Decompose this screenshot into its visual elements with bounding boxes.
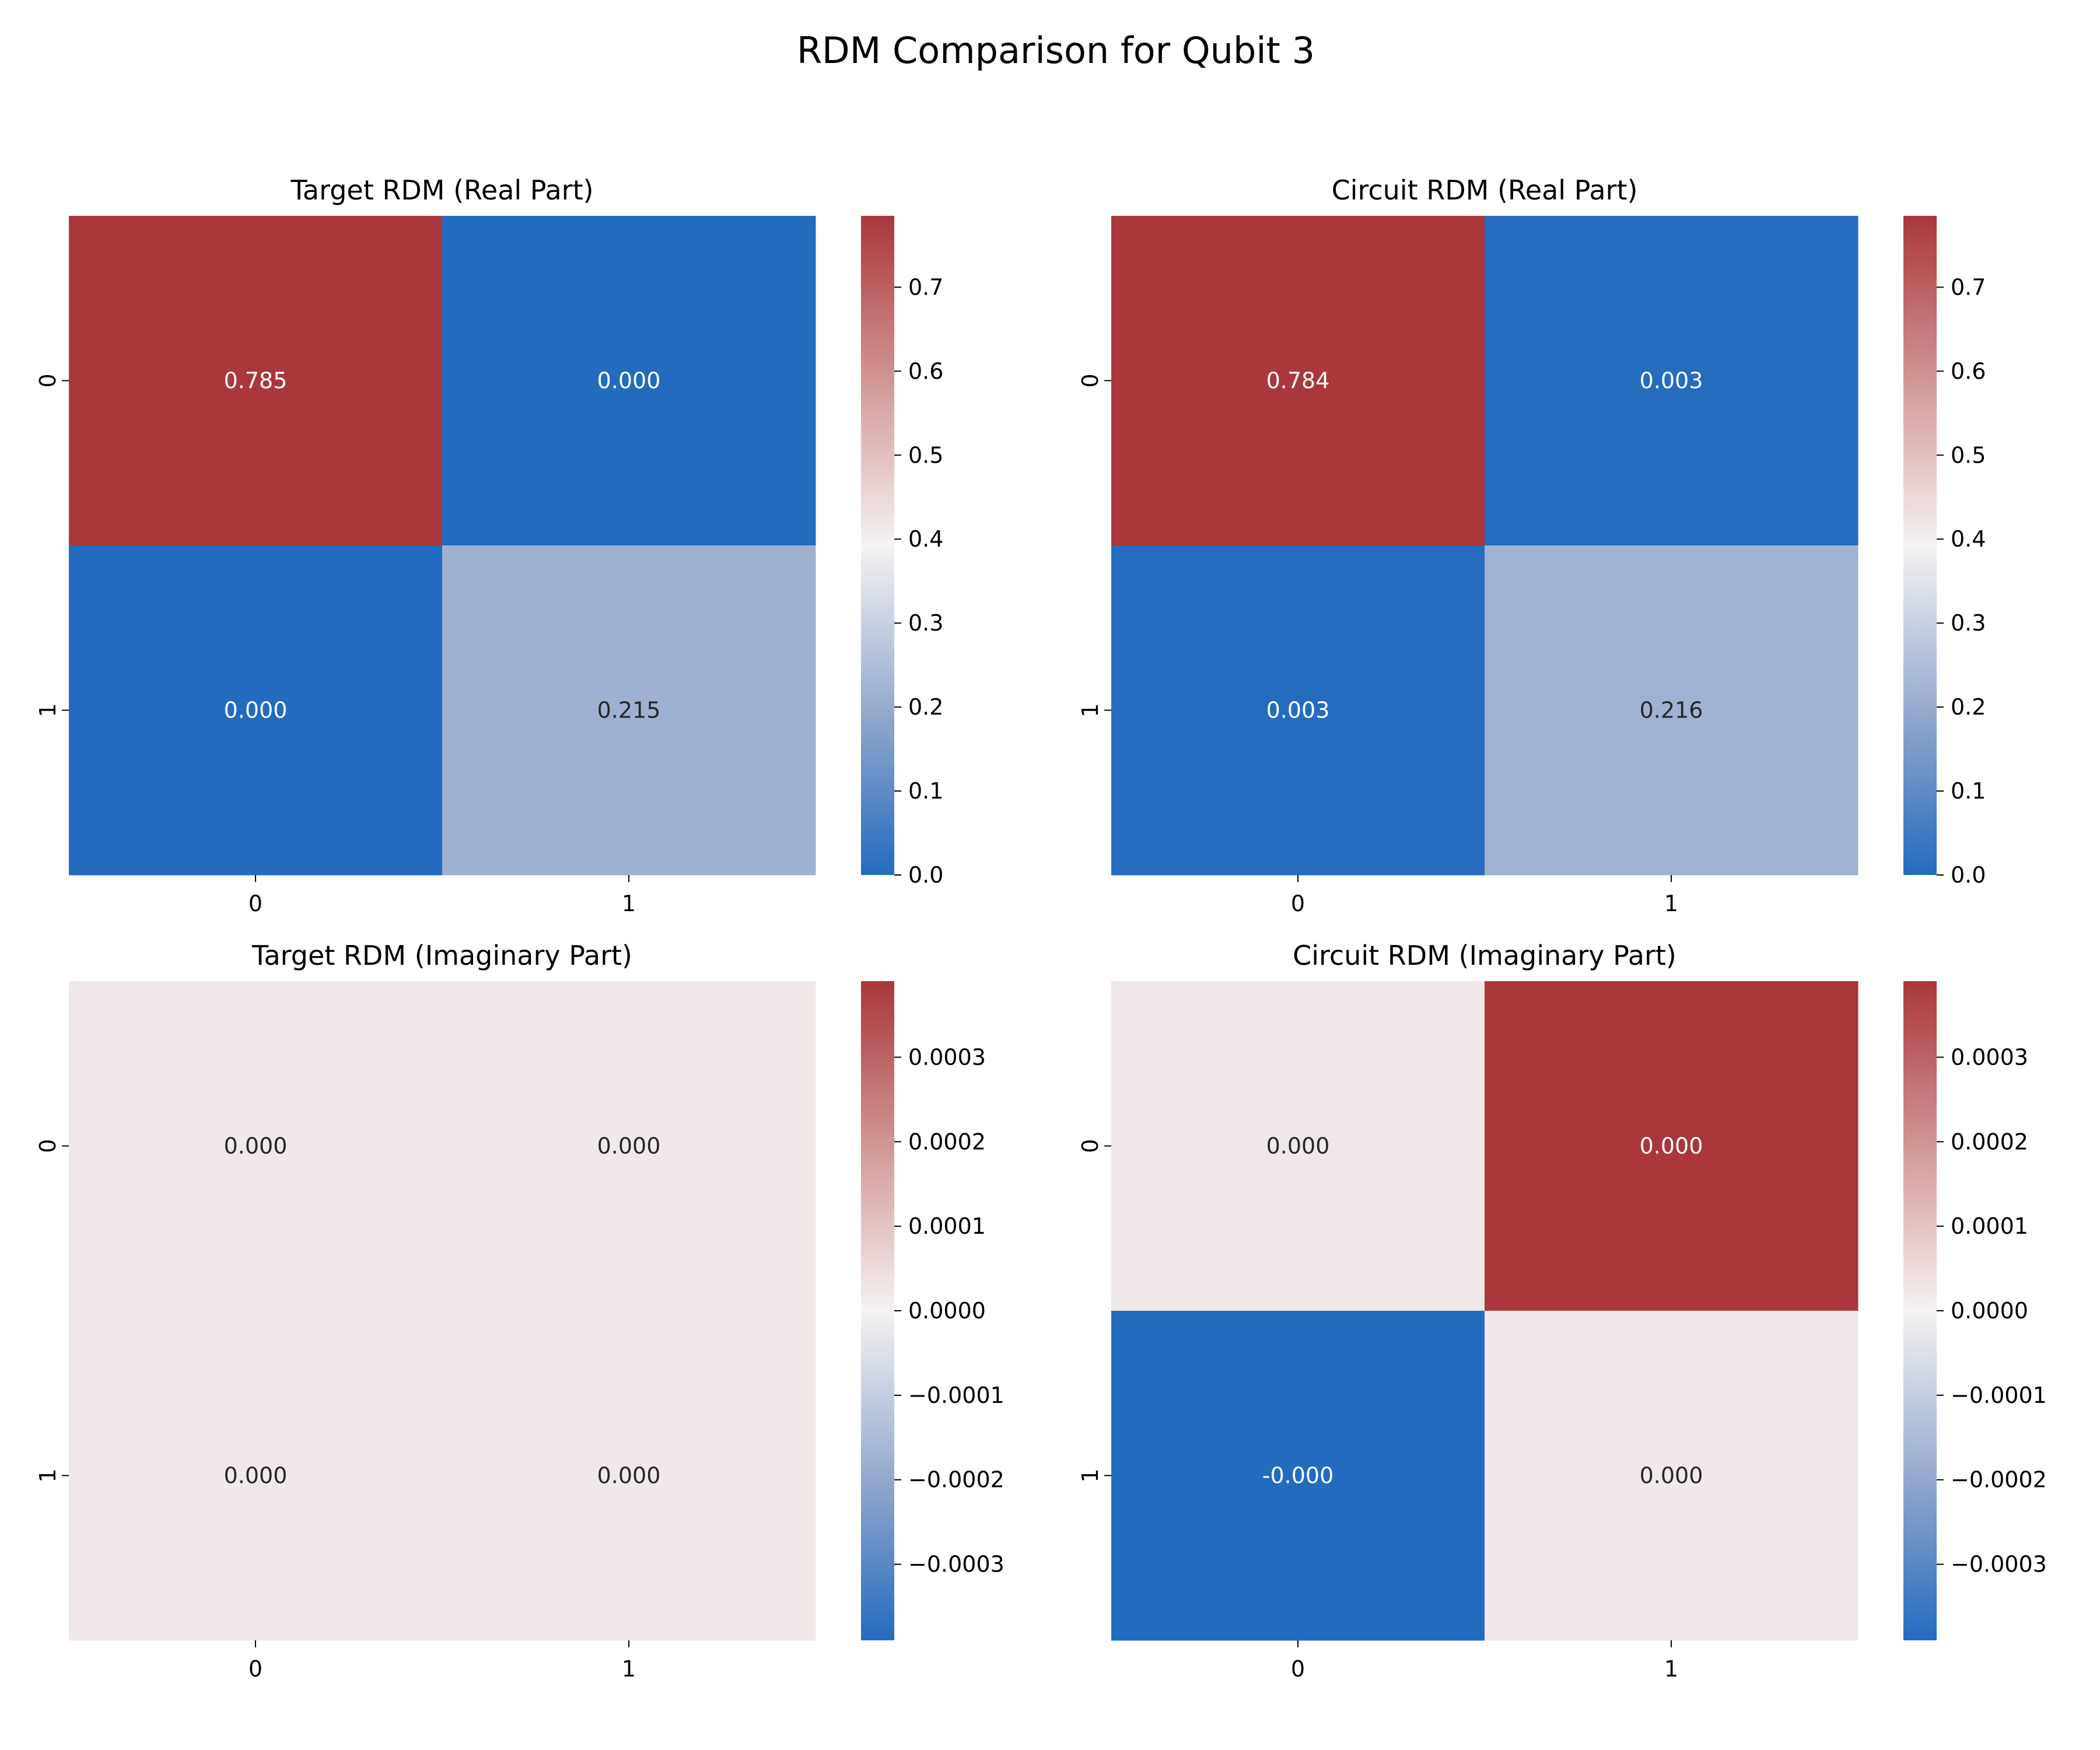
figure-title: RDM Comparison for Qubit 3 [797,29,1315,72]
colorbar-tick-label: 0.6 [908,358,943,384]
heatmap-cell-r0-c0 [1111,981,1485,1311]
colorbar [861,981,894,1640]
colorbar-tick-label: 0.7 [908,274,943,300]
colorbar [1903,981,1937,1640]
colorbar-tick-label: 0.0001 [1951,1213,2028,1239]
colorbar-tick-label: −0.0003 [1951,1552,2047,1577]
y-tick-label: 1 [35,1468,61,1482]
heatmap-panel-0: Target RDM (Real Part)0.785 0.0000.000 0.2… [35,174,943,916]
cell-annotation-r0-c0: 0.784 [1266,368,1330,394]
heatmap-cell-r1-c0 [1111,1311,1485,1641]
colorbar-tick-label: 0.2 [1951,694,1986,720]
colorbar-tick-label: 0.0002 [1951,1129,2028,1154]
colorbar-tick-label: 0.4 [908,526,943,552]
heatmap-cell-r0-c0 [1111,216,1485,546]
panel-title: Target RDM (Real Part) [290,174,593,206]
cell-annotation-r1-c1: 0.000 [597,1463,661,1489]
cell-annotation-r0-c1: 0.000 [597,1133,661,1159]
colorbar-tick-label: 0.0000 [908,1298,986,1324]
heatmap-cell-r1-c1 [442,1311,816,1641]
colorbar-tick-label: 0.0003 [908,1044,986,1070]
y-tick-label: 0 [35,373,61,387]
y-tick-label: 0 [1077,373,1103,387]
cell-annotation-r0-c1: 0.000 [597,368,661,394]
heatmap-cell-r0-c0 [69,981,443,1311]
x-tick-label: 0 [249,891,262,916]
colorbar [1903,216,1937,875]
heatmap-panel-1: Circuit RDM (Real Part) 0.784 0.003 0.003 0.… [1077,174,1986,916]
heatmap-cell-r1-c0 [1111,545,1485,876]
heatmap-cell-r1-c1 [1485,545,1859,876]
y-tick-label: 1 [35,703,61,717]
heatmap-cell-r1-c0 [69,545,443,876]
x-tick-label: 0 [249,1656,262,1682]
cell-annotation-r1-c1: 0.215 [597,698,661,723]
y-tick-label: 0 [1077,1139,1103,1153]
x-tick-label: 0 [1291,891,1305,916]
heatmap-panel-3: Circuit RDM (Imaginary Part) 0.000 0.000 -0… [1077,940,2047,1682]
cell-annotation-r1-c1: 0.216 [1640,698,1703,723]
colorbar-tick-label: 0.6 [1951,358,1986,384]
cell-annotation-r1-c0: 0.003 [1266,698,1330,723]
x-tick-label: 1 [1664,891,1678,916]
colorbar-tick-label: 0.7 [1951,274,1986,300]
colorbar-tick-label: 0.0000 [1951,1298,2028,1324]
heatmap-cell-r0-c1 [1485,981,1859,1311]
x-tick-label: 1 [622,1656,636,1682]
colorbar-tick-label: 0.5 [1951,442,1986,468]
cell-annotation-r1-c0: 0.000 [224,1463,288,1489]
x-tick-label: 0 [1291,1656,1305,1682]
cell-annotation-r0-c0: 0.000 [1266,1133,1330,1159]
cell-annotation-r0-c1: 0.003 [1640,368,1703,394]
colorbar-tick-label: 0.1 [908,778,943,804]
heatmap-cell-r1-c1 [442,545,816,876]
y-tick-label: 1 [1077,703,1103,717]
colorbar-tick-label: −0.0002 [1951,1467,2047,1493]
colorbar-tick-label: −0.0003 [908,1552,1005,1577]
colorbar-tick-label: 0.0 [908,862,943,888]
colorbar-tick-label: 0.0002 [908,1129,986,1154]
colorbar-tick-label: 0.1 [1951,778,1986,804]
heatmap-cell-r1-c1 [1485,1311,1859,1641]
heatmap-panel-2: Target RDM (Imaginary Part) 0.000 0.000 0.0… [35,940,1005,1682]
colorbar-tick-label: 0.5 [908,442,943,468]
cell-annotation-r0-c0: 0.000 [224,1133,288,1159]
colorbar-tick-label: −0.0002 [908,1467,1005,1493]
cell-annotation-r0-c1: 0.000 [1640,1133,1703,1159]
x-tick-label: 1 [622,891,636,916]
colorbar-tick-label: 0.2 [908,694,943,720]
panel-title: Circuit RDM (Real Part) [1332,174,1638,206]
panel-title: Target RDM (Imaginary Part) [251,940,632,971]
heatmap-cell-r0-c0 [69,216,443,546]
colorbar-tick-label: 0.0001 [908,1213,986,1239]
x-tick-label: 1 [1664,1656,1678,1682]
cell-annotation-r0-c0: 0.785 [224,368,288,394]
colorbar-tick-label: 0.3 [908,610,943,636]
colorbar-tick-label: 0.4 [1951,526,1986,552]
cell-annotation-r1-c1: 0.000 [1640,1463,1703,1489]
y-tick-label: 1 [1077,1468,1103,1482]
colorbar-tick-label: 0.0 [1951,862,1986,888]
colorbar-tick-label: 0.0003 [1951,1044,2028,1070]
cell-annotation-r1-c0: 0.000 [224,698,288,723]
cell-annotation-r1-c0: -0.000 [1262,1463,1334,1489]
panel-title: Circuit RDM (Imaginary Part) [1293,940,1676,971]
colorbar-tick-label: 0.3 [1951,610,1986,636]
colorbar [861,216,894,875]
colorbar-tick-label: −0.0001 [1951,1382,2047,1408]
heatmap-cell-r1-c0 [69,1311,443,1641]
heatmap-cell-r0-c1 [1485,216,1859,546]
heatmap-cell-r0-c1 [442,216,816,546]
y-tick-label: 0 [35,1139,61,1153]
colorbar-tick-label: −0.0001 [908,1382,1005,1408]
heatmap-cell-r0-c1 [442,981,816,1311]
